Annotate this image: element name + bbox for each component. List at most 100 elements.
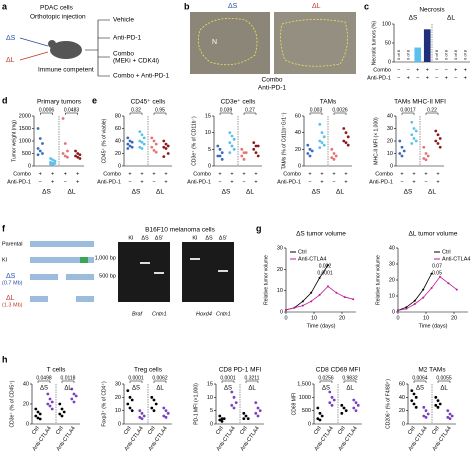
data-point [438,137,442,140]
data-point [34,414,38,418]
data-point [66,149,69,153]
y-tick-label: 20 [277,267,283,273]
y-tick-label: 0 [280,309,283,315]
data-point [41,152,44,155]
data-point [256,154,260,158]
data-point [244,151,248,155]
data-point [430,272,433,275]
arrow [19,51,49,61]
data-point [316,406,320,410]
chart-title: ΔS tumor volume [296,231,346,238]
data-point [138,139,142,143]
data-point [352,398,356,402]
data-point [142,142,146,146]
data-point [240,147,244,151]
y-axis-label: Foxp3⁺ (% of CD4⁺) [101,381,107,427]
panel-label: d [2,95,8,105]
group-label: ΔL [447,15,455,22]
data-point [318,418,322,422]
data-point [424,158,428,162]
data-point [240,154,244,158]
data-point [138,409,142,413]
data-point [413,303,416,305]
bracket [333,112,347,115]
mouse-icon [48,40,56,48]
x-axis-label: Time (days) [419,323,448,329]
data-point [51,158,55,162]
y-tick-label: 1,500 [297,381,311,387]
text: 1,000 bp [95,255,116,261]
data-point [330,156,334,160]
data-point [228,151,232,155]
y-tick-label: 10 [277,288,283,294]
y-tick-label: 20 [387,138,393,144]
data-point [218,154,222,158]
data-point [78,153,82,157]
row-sign: + [164,179,167,185]
data-point [53,159,57,163]
x-tick-label: Ctrl [123,426,133,436]
data-point [346,143,350,147]
data-point [308,147,312,151]
text: ΔL [6,57,15,64]
y-tick-label: 20 [295,147,301,153]
gel-bands [140,258,228,274]
bracket [243,112,257,115]
row-sign: + [76,179,79,185]
data-point [256,406,260,410]
p-value: 0.22 [427,107,437,113]
data-point [38,412,42,416]
text: PDAC cells [40,5,74,12]
chart-title: T cells [47,367,66,374]
row-label: Anti-PD-1 [97,179,121,185]
data-point [36,153,40,157]
panel-label: h [2,354,8,364]
y-tick-label: 50 [385,40,391,46]
data-point [166,411,170,415]
x-tick-label: 20 [451,315,457,321]
y-axis-label: Relative tumor volume [375,255,381,305]
data-point [162,145,166,149]
group-label: ΔL [440,386,448,392]
data-point [410,142,414,145]
p-value: 0.0006 [39,107,55,113]
data-point [426,412,430,416]
bracket [221,380,235,383]
row-sign: − [400,179,403,185]
chromosome-schematic [30,241,94,302]
data-point [422,288,425,291]
data-point [150,145,154,149]
data-point [232,395,236,399]
data-point [254,144,258,148]
data-point [150,136,154,140]
text: Hoxd4 [196,311,212,317]
row-label: Combo [13,171,31,177]
data-point [244,414,248,418]
text: (1.3 Mb) [2,302,23,308]
chart-title: M2 TAMs [418,367,446,374]
outline [280,19,348,67]
data-point [162,406,166,410]
annotation: 0.0001 [317,270,333,276]
panel-label: c [364,1,369,11]
data-point [438,402,442,406]
data-point [140,417,144,421]
y-axis-label: CD3e⁺ (% of CD11b⁻) [191,116,197,166]
data-point [140,147,144,150]
p-value: 0.0055 [436,375,452,381]
data-point [256,414,260,418]
data-point [152,409,156,413]
p-value: 0.0001 [128,375,144,381]
data-point [48,404,52,408]
data-point [142,414,146,418]
data-point [426,154,430,158]
annotation: 0.07 [432,263,442,269]
data-point [38,137,42,140]
bracket [129,380,143,383]
row-sign: + [426,67,429,73]
data-point [152,398,156,402]
data-point [258,409,262,413]
data-point [62,410,66,414]
x-tick-label: Ctrl [55,426,65,436]
group-label: ΔS [40,386,48,392]
